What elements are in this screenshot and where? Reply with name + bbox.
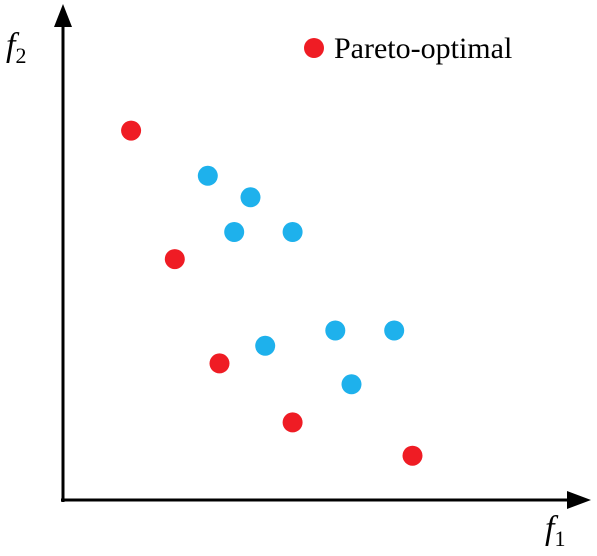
legend-marker xyxy=(304,38,324,58)
data-points xyxy=(121,120,423,466)
dominated-point xyxy=(325,320,346,341)
pareto-point xyxy=(209,353,230,374)
x-axis xyxy=(61,491,591,509)
x-axis-label-subscript: 1 xyxy=(554,526,565,551)
legend-label: Pareto-optimal xyxy=(334,32,512,65)
dominated-point xyxy=(255,335,276,356)
y-axis-label-subscript: 2 xyxy=(15,43,26,68)
pareto-point xyxy=(282,412,303,433)
dominated-point xyxy=(282,222,303,242)
dominated-point xyxy=(341,374,362,395)
pareto-point xyxy=(402,445,423,466)
dominated-point xyxy=(197,165,218,186)
y-axis xyxy=(54,4,72,502)
x-axis-label: f1 xyxy=(545,510,565,551)
legend: Pareto-optimal xyxy=(304,32,512,65)
pareto-point xyxy=(164,249,185,270)
y-axis-label: f2 xyxy=(6,27,26,68)
x-axis-arrowhead xyxy=(567,491,591,509)
dominated-point xyxy=(384,320,405,341)
y-axis-arrowhead xyxy=(54,4,72,27)
dominated-point xyxy=(224,222,245,242)
pareto-point xyxy=(121,120,142,141)
dominated-point xyxy=(240,187,261,208)
